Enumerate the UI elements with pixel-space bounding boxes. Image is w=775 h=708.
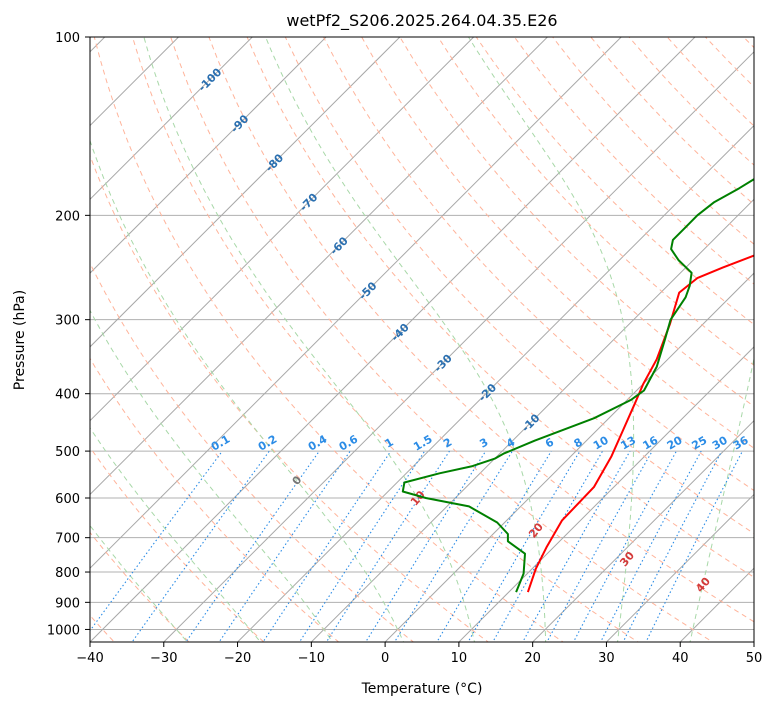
mixing-ratio-line [492,450,604,642]
dry-adiabat-line [93,37,564,642]
dry-adiabat-line [284,37,754,535]
y-tick-label: 1000 [47,623,80,638]
y-axis-title: Pressure (hPa) [12,290,28,390]
x-tick-label: 0 [381,651,389,666]
dry-adiabat-line [475,37,754,326]
mixing-ratio-line [467,450,581,642]
moist-adiabat-line [143,37,476,642]
moist-adiabat-line [265,37,547,642]
dry-adiabat-line [131,37,639,642]
y-tick-label: 400 [55,388,80,403]
moist-adiabat-line [468,37,635,642]
mixing-ratio-line [131,450,270,642]
isotherm-line [90,37,254,201]
dry-adiabat-line [90,446,265,642]
moist-adiabat-line [90,427,262,642]
isotherm-line [605,493,754,642]
isotherm-line [236,124,754,642]
y-tick-label: 200 [55,209,80,224]
dewpoint-line [401,178,754,593]
mixing-ratio-line [90,450,223,632]
mixing-ratio-line [218,450,351,642]
x-tick-label: −40 [76,651,103,666]
mixing-ratio-line [599,450,702,642]
chart-title: wetPf2_S206.2025.264.04.35.E26 [286,11,557,31]
dry-adiabat-line [170,37,714,642]
y-tick-label: 100 [55,31,80,46]
x-tick-label: −30 [150,651,177,666]
mixing-ratio-line [365,450,487,642]
x-tick-label: −10 [298,651,325,666]
moist-adiabat-line [90,139,405,642]
isotherm-line [163,51,754,642]
mixing-ratio-line [262,450,392,642]
x-tick-label: 40 [672,651,689,666]
y-tick-label: 300 [55,314,80,329]
x-axis: −40 −30 −20 −10 0 10 20 30 40 50 [76,642,762,666]
isotherm-line [90,37,180,127]
mixing-ratio-line [393,450,513,642]
isotherm-line [384,272,754,642]
y-tick-label: 900 [55,596,80,611]
isotherm-line [90,37,696,642]
isotherm-line [90,37,622,569]
mixing-ratio-line [298,450,426,642]
dry-adiabat-line [90,262,415,642]
x-tick-label: 10 [451,651,468,666]
temperature-line [526,254,754,593]
x-tick-label: 50 [746,651,763,666]
x-tick-label: −20 [224,651,251,666]
dry-adiabat-line [246,37,754,578]
sounding-series [401,178,754,593]
isotherm-line [458,346,754,642]
isotherm-line [90,37,549,496]
moist-adiabat-line [90,524,189,642]
y-tick-label: 600 [55,492,80,507]
y-tick-label: 700 [55,532,80,547]
mixing-ratio-line [325,450,450,642]
dry-adiabat-line [90,154,490,642]
isotherm-line [90,37,475,422]
x-axis-title: Temperature (°C) [361,681,483,697]
isotherm-line [90,37,327,274]
y-axis: 100 200 300 400 500 600 700 800 900 1000 [47,31,90,638]
mixing-ratio-line [546,450,653,642]
plot-frame [89,36,755,643]
dry-adiabat-line [208,37,754,623]
mixing-ratio-line [572,450,677,642]
isotherm-line [310,198,754,642]
isotherm-line [90,37,401,348]
x-tick-label: 20 [524,651,541,666]
reference-lines [90,37,754,642]
y-tick-label: 800 [55,566,80,581]
plot-background [90,37,754,642]
x-tick-label: 30 [598,651,615,666]
dry-adiabat-line [361,37,754,449]
mixing-ratio-line [436,450,552,642]
y-tick-label: 500 [55,445,80,460]
